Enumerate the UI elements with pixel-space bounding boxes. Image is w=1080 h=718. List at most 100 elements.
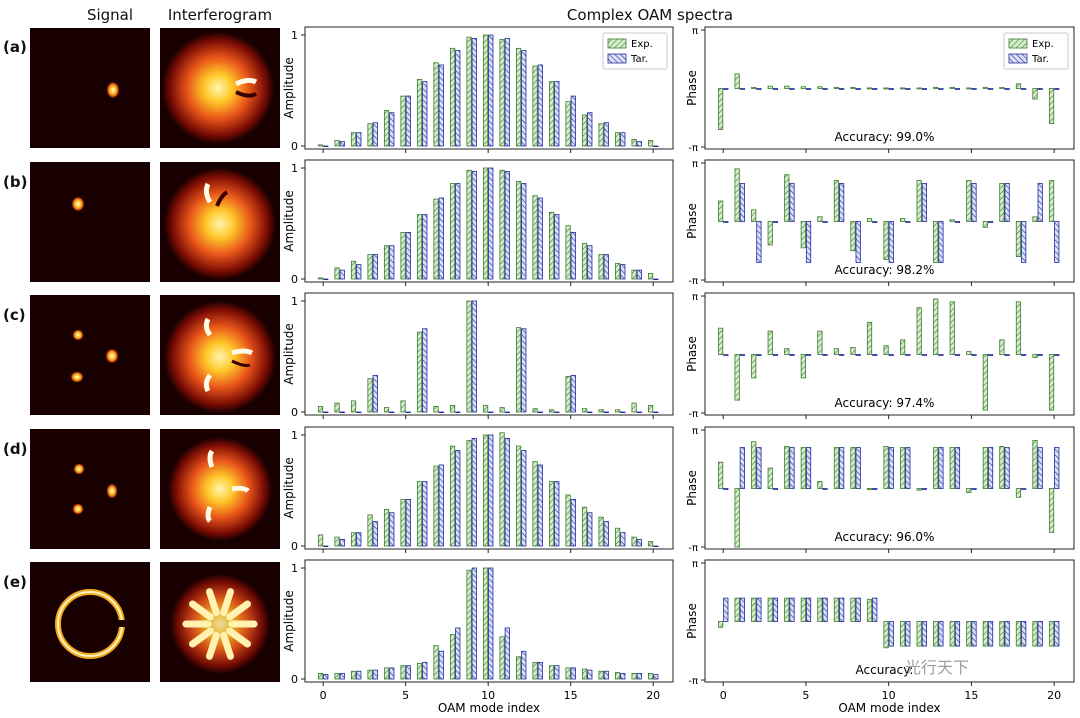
amplitude-bar-tar: [389, 667, 395, 680]
amplitude-y-label: Amplitude: [282, 57, 296, 119]
phase-bar-exp: [833, 86, 840, 89]
amplitude-bar-exp: [631, 138, 637, 147]
amplitude-bar-tar: [521, 328, 527, 413]
phase-bar-tar: [839, 447, 845, 489]
legend-label-tar: Tar.: [630, 54, 648, 65]
amplitude-bar-tar: [521, 50, 527, 147]
phase-bar-tar: [888, 88, 894, 90]
phase-bar-tar: [921, 621, 927, 647]
phase-bar-tar: [938, 354, 944, 356]
x-tick-label: 10: [882, 689, 896, 702]
phase-bar-tar: [839, 597, 845, 622]
phase-axes-frame: [704, 159, 1075, 283]
amplitude-bar-exp: [581, 408, 588, 413]
phase-bar-tar: [1021, 88, 1027, 90]
phase-bar-tar: [1021, 488, 1027, 490]
phase-bar-tar: [1037, 354, 1043, 356]
phase-bar-exp: [916, 87, 922, 90]
phase-bar-tar: [888, 221, 894, 263]
phase-bar-exp: [966, 351, 972, 355]
legend-swatch-tar: [1008, 53, 1028, 64]
phase-bar-exp: [800, 354, 806, 379]
phase-bar-exp: [966, 621, 972, 647]
amplitude-y-tick-label: 0: [291, 406, 298, 419]
amplitude-bar-tar: [455, 50, 461, 147]
phase-bar-tar: [954, 621, 961, 647]
phase-y-tick-label-top: π: [692, 426, 698, 437]
phase-bar-exp: [833, 180, 840, 222]
phase-bar-exp: [767, 85, 773, 89]
phase-bar-exp: [1032, 621, 1038, 647]
amplitude-bar-tar: [422, 214, 428, 280]
amplitude-y-tick-label: 0: [291, 273, 298, 286]
phase-bar-tar: [987, 221, 994, 223]
phase-bar-exp: [999, 183, 1005, 222]
phase-bar-tar: [839, 354, 845, 356]
phase-bar-tar: [905, 221, 911, 223]
amplitude-bar-tar: [339, 141, 345, 147]
phase-bar-exp: [933, 221, 939, 263]
amplitude-bar-tar: [653, 278, 659, 281]
phase-bar-tar: [723, 488, 729, 490]
phase-y-label: Phase: [685, 70, 699, 106]
phase-bar-tar: [739, 88, 745, 90]
amplitude-bar-tar: [537, 197, 543, 280]
amplitude-bar-tar: [438, 64, 444, 147]
amplitude-bar-exp: [532, 195, 538, 280]
amplitude-bar-exp: [548, 665, 555, 680]
amplitude-bar-exp: [565, 494, 571, 547]
amplitude-bar-tar: [422, 481, 428, 547]
phase-bar-exp: [916, 621, 922, 647]
amplitude-axes-frame: [304, 559, 674, 683]
phase-bar-tar: [1004, 88, 1010, 90]
amplitude-y-tick-label: 0: [291, 540, 298, 553]
amplitude-bar-exp: [433, 465, 439, 547]
amplitude-bar-tar: [455, 627, 461, 680]
amplitude-bar-tar: [603, 670, 609, 680]
phase-bar-exp: [933, 447, 939, 489]
row-label-c: (c): [3, 306, 26, 324]
phase-bar-tar: [723, 354, 729, 356]
amplitude-bar-exp: [631, 673, 637, 680]
amplitude-bar-tar: [636, 141, 642, 147]
amplitude-bar-exp: [433, 198, 439, 280]
phase-bar-tar: [822, 488, 828, 490]
amplitude-bar-tar: [603, 411, 609, 414]
amplitude-bar-tar: [537, 661, 543, 680]
x-tick-label: 0: [320, 689, 327, 702]
phase-bar-tar: [756, 88, 762, 90]
amplitude-bar-exp: [482, 567, 489, 680]
amplitude-y-tick-label: 1: [291, 562, 298, 575]
phase-bar-tar: [1004, 183, 1010, 222]
phase-bar-tar: [987, 621, 994, 647]
amplitude-bar-tar: [471, 437, 477, 547]
amplitude-bar-exp: [647, 140, 654, 147]
phase-bar-tar: [805, 597, 812, 622]
phase-bar-exp: [751, 86, 757, 89]
phase-bar-tar: [938, 621, 944, 647]
amplitude-y-tick-label: 1: [291, 429, 298, 442]
phase-bar-tar: [839, 88, 845, 90]
phase-bar-exp: [916, 307, 922, 355]
phase-bar-tar: [839, 183, 845, 222]
amplitude-bar-exp: [532, 461, 538, 547]
amplitude-bar-tar: [455, 450, 461, 547]
phase-bar-tar: [954, 88, 961, 90]
phase-bar-exp: [1032, 88, 1038, 100]
phase-bar-tar: [822, 221, 828, 223]
amplitude-bar-exp: [581, 668, 588, 680]
amplitude-bar-exp: [350, 260, 357, 280]
amplitude-bar-exp: [466, 569, 472, 680]
amplitude-bar-exp: [614, 132, 621, 147]
phase-bar-exp: [734, 488, 740, 548]
amplitude-bar-exp: [515, 180, 522, 280]
phase-bar-tar: [855, 88, 861, 90]
phase-bar-tar: [1054, 221, 1060, 263]
interferogram-petal: [226, 627, 252, 648]
amplitude-bar-tar: [521, 183, 527, 280]
phase-y-label: Phase: [685, 603, 699, 639]
phase-bar-exp: [949, 219, 955, 222]
interferogram-image-c: [160, 295, 280, 415]
amplitude-bar-tar: [587, 669, 593, 680]
x-tick-label: 5: [802, 689, 809, 702]
